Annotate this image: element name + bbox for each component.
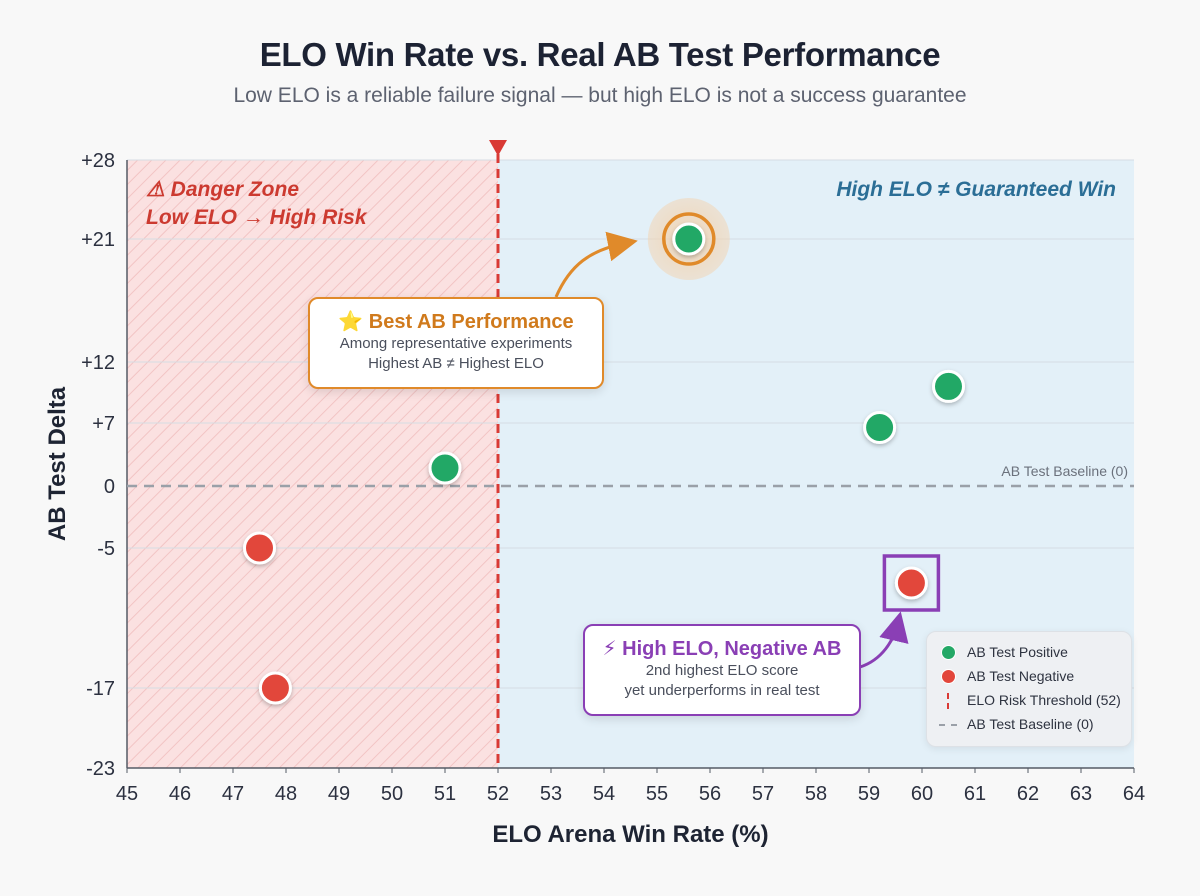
negative-ab-annotation: ⚡ High ELO, Negative AB 2nd highest ELO … <box>583 624 861 716</box>
x-tick-label: 54 <box>593 783 615 805</box>
x-tick-label: 56 <box>699 783 721 805</box>
best-ab-heading: ⭐ Best AB Performance <box>338 311 574 333</box>
legend-item-baseline: AB Test Baseline (0) <box>939 714 1094 734</box>
x-axis-title: ELO Arena Win Rate (%) <box>492 821 768 848</box>
y-tick-label: +7 <box>92 413 115 435</box>
x-tick-label: 63 <box>1070 783 1092 805</box>
y-tick-label: -23 <box>86 758 115 780</box>
data-point-negative <box>258 671 292 705</box>
legend-item-threshold: ELO Risk Threshold (52) <box>939 690 1121 710</box>
x-tick-label: 59 <box>858 783 880 805</box>
legend-negative-label: AB Test Negative <box>967 668 1075 684</box>
x-tick-label: 45 <box>116 783 138 805</box>
negative-point-box <box>882 554 941 612</box>
data-point-positive <box>428 451 462 485</box>
best-ab-line2: Highest AB ≠ Highest ELO <box>368 355 544 372</box>
negative-ab-line1: 2nd highest ELO score <box>645 662 799 679</box>
legend-item-positive: AB Test Positive <box>939 642 1068 662</box>
x-tick-label: 52 <box>487 783 509 805</box>
chart-legend: AB Test Positive AB Test Negative ELO Ri… <box>926 631 1132 747</box>
safe-zone-label: High ELO ≠ Guaranteed Win <box>836 178 1116 201</box>
positive-dot-icon <box>941 645 956 660</box>
x-tick-label: 48 <box>275 783 297 805</box>
best-arrow <box>554 231 638 298</box>
negative-arrow <box>859 611 909 669</box>
x-tick-label: 61 <box>964 783 986 805</box>
y-tick-label: +28 <box>81 150 115 172</box>
x-tick-label: 57 <box>752 783 774 805</box>
data-point-negative <box>894 566 928 600</box>
x-tick-label: 46 <box>169 783 191 805</box>
best-ab-line1: Among representative experiments <box>339 335 573 352</box>
x-tick-label: 51 <box>434 783 456 805</box>
data-point-positive <box>672 222 706 256</box>
negative-ab-heading: ⚡ High ELO, Negative AB <box>602 638 842 660</box>
x-tick-label: 50 <box>381 783 403 805</box>
x-tick-label: 55 <box>646 783 668 805</box>
x-tick-label: 62 <box>1017 783 1039 805</box>
y-tick-label: +12 <box>81 352 115 374</box>
x-tick-label: 49 <box>328 783 350 805</box>
danger-zone-sublabel: Low ELO → High Risk <box>146 206 368 229</box>
x-tick-label: 58 <box>805 783 827 805</box>
data-point-positive <box>932 369 965 403</box>
danger-zone-label: ⚠ Danger Zone <box>146 178 299 201</box>
x-tick-label: 53 <box>540 783 562 805</box>
x-tick-label: 64 <box>1123 783 1145 805</box>
chart-title: ELO Win Rate vs. Real AB Test Performanc… <box>259 36 941 73</box>
y-axis-title: AB Test Delta <box>44 386 71 541</box>
negative-dot-icon <box>941 669 956 684</box>
legend-baseline-label: AB Test Baseline (0) <box>967 716 1094 732</box>
negative-ab-line2: yet underperforms in real test <box>624 682 820 699</box>
y-tick-label: 0 <box>104 476 115 498</box>
legend-positive-label: AB Test Positive <box>967 644 1068 660</box>
best-point-ring <box>662 212 716 266</box>
best-ab-annotation: ⭐ Best AB Performance Among representati… <box>308 297 604 389</box>
legend-item-negative: AB Test Negative <box>939 666 1074 686</box>
threshold-line-icon <box>947 693 949 709</box>
threshold-marker-icon <box>489 140 507 156</box>
baseline-line-icon <box>939 724 957 726</box>
baseline-label: AB Test Baseline (0) <box>1001 463 1128 479</box>
x-tick-label: 60 <box>911 783 933 805</box>
legend-threshold-label: ELO Risk Threshold (52) <box>967 692 1121 708</box>
y-tick-label: +21 <box>81 229 115 251</box>
y-tick-label: -17 <box>86 678 115 700</box>
y-tick-label: -5 <box>97 538 115 560</box>
data-point-negative <box>243 531 276 565</box>
chart-subtitle: Low ELO is a reliable failure signal — b… <box>233 84 967 107</box>
x-tick-label: 47 <box>222 783 244 805</box>
data-point-positive <box>863 411 897 444</box>
